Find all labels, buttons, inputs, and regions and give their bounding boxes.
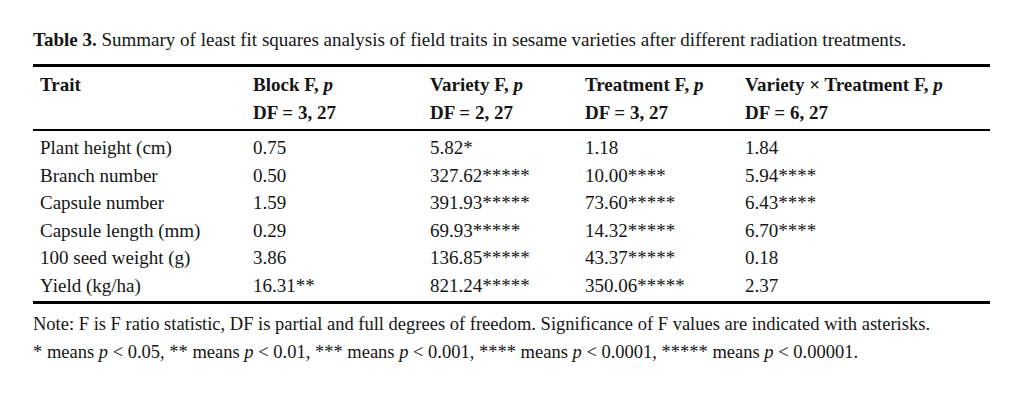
value-cell: 10.00****: [585, 162, 745, 190]
value-cell: 6.43****: [745, 189, 990, 217]
column-df: DF = 2, 27: [430, 99, 585, 127]
document-page: Table 3. Summary of least fit squares an…: [0, 0, 1019, 403]
value-cell: 1.84: [745, 130, 990, 162]
trait-cell: Plant height (cm): [33, 130, 253, 162]
value-cell: 2.37: [745, 272, 990, 303]
value-cell: 3.86: [253, 244, 430, 272]
column-header-variety: Variety F, p DF = 2, 27: [430, 66, 585, 131]
value-cell: 350.06*****: [585, 272, 745, 303]
column-df: DF = 6, 27: [745, 99, 990, 127]
footnote-significance: * means p < 0.05, ** means p < 0.01, ***…: [33, 338, 990, 366]
column-title: Treatment F, p: [585, 71, 745, 99]
column-title: Variety × Treatment F, p: [745, 71, 990, 99]
value-cell: 14.32*****: [585, 217, 745, 245]
column-header-treatment: Treatment F, p DF = 3, 27: [585, 66, 745, 131]
column-header-block: Block F, p DF = 3, 27: [253, 66, 430, 131]
table-caption-label: Table 3.: [33, 29, 97, 50]
table-row: Branch number 0.50 327.62***** 10.00****…: [33, 162, 990, 190]
value-cell: 43.37*****: [585, 244, 745, 272]
value-cell: 0.50: [253, 162, 430, 190]
table-footnotes: Note: F is F ratio statistic, DF is part…: [33, 310, 990, 366]
results-table: Trait Block F, p DF = 3, 27 Variety F, p…: [33, 64, 990, 304]
column-title: Block F, p: [253, 71, 430, 99]
column-title: Variety F, p: [430, 71, 585, 99]
value-cell: 391.93*****: [430, 189, 585, 217]
value-cell: 16.31**: [253, 272, 430, 303]
value-cell: 0.29: [253, 217, 430, 245]
table-row: Capsule number 1.59 391.93***** 73.60***…: [33, 189, 990, 217]
table-row: Plant height (cm) 0.75 5.82* 1.18 1.84: [33, 130, 990, 162]
value-cell: 0.18: [745, 244, 990, 272]
column-df: DF = 3, 27: [253, 99, 430, 127]
value-cell: 6.70****: [745, 217, 990, 245]
column-header-variety-x-treatment: Variety × Treatment F, p DF = 6, 27: [745, 66, 990, 131]
trait-cell: Yield (kg/ha): [33, 272, 253, 303]
table-row: Capsule length (mm) 0.29 69.93***** 14.3…: [33, 217, 990, 245]
table-row: 100 seed weight (g) 3.86 136.85***** 43.…: [33, 244, 990, 272]
value-cell: 5.94****: [745, 162, 990, 190]
value-cell: 1.59: [253, 189, 430, 217]
table-caption-text: Summary of least fit squares analysis of…: [101, 29, 906, 50]
trait-cell: 100 seed weight (g): [33, 244, 253, 272]
column-title: Trait: [40, 71, 253, 99]
footnote-definitions: Note: F is F ratio statistic, DF is part…: [33, 310, 990, 338]
trait-cell: Capsule number: [33, 189, 253, 217]
value-cell: 5.82*: [430, 130, 585, 162]
value-cell: 1.18: [585, 130, 745, 162]
column-df: [40, 99, 253, 127]
table-header: Trait Block F, p DF = 3, 27 Variety F, p…: [33, 66, 990, 131]
value-cell: 0.75: [253, 130, 430, 162]
trait-cell: Branch number: [33, 162, 253, 190]
table-caption: Table 3. Summary of least fit squares an…: [33, 24, 990, 55]
value-cell: 821.24*****: [430, 272, 585, 303]
value-cell: 136.85*****: [430, 244, 585, 272]
column-header-trait: Trait: [33, 66, 253, 131]
value-cell: 69.93*****: [430, 217, 585, 245]
table-row: Yield (kg/ha) 16.31** 821.24***** 350.06…: [33, 272, 990, 303]
value-cell: 73.60*****: [585, 189, 745, 217]
header-row: Trait Block F, p DF = 3, 27 Variety F, p…: [33, 66, 990, 131]
value-cell: 327.62*****: [430, 162, 585, 190]
trait-cell: Capsule length (mm): [33, 217, 253, 245]
column-df: DF = 3, 27: [585, 99, 745, 127]
table-body: Plant height (cm) 0.75 5.82* 1.18 1.84 B…: [33, 130, 990, 303]
